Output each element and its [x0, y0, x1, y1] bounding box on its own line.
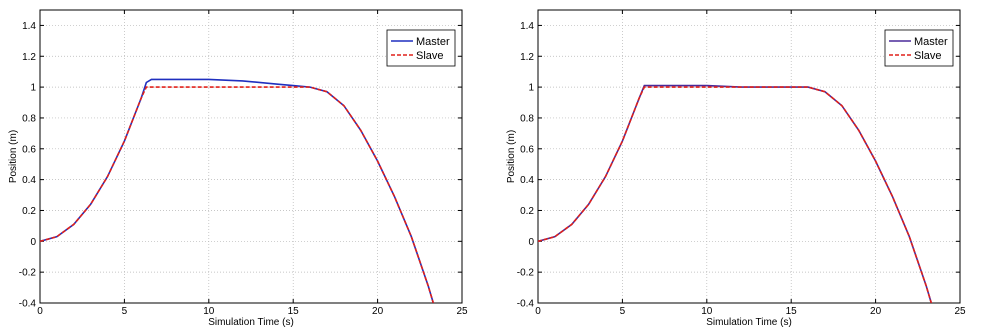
x-tick-label: 25 [456, 306, 468, 317]
x-tick-label: 10 [203, 306, 215, 317]
chart-panel-left: 0 5 10 15 20 25 -0.4 -0.2 0 0.2 0.4 0.6 0.8 1 1.2 1.4 Si… [8, 9, 468, 328]
series-line-slave [538, 86, 933, 303]
x-tick-label: 20 [372, 306, 384, 317]
legend-box [884, 29, 954, 67]
y-tick-label: 0 [30, 237, 36, 248]
series-line-slave [40, 86, 435, 303]
y-tick-label: 0.6 [520, 144, 534, 155]
legend-box [386, 29, 456, 67]
position-chart-left: 0 5 10 15 20 25 -0.4 -0.2 0 0.2 0.4 0.6 0.8 1 1.2 1.4 Si… [8, 9, 468, 328]
y-tick-label: 0.8 [22, 113, 36, 124]
x-axis-label: Simulation Time (s) [706, 317, 792, 328]
x-tick-label: 10 [701, 306, 713, 317]
y-tick-label: 0.2 [520, 206, 534, 217]
y-axis-label: Position (m) [8, 130, 19, 183]
y-tick-label: 1 [528, 83, 534, 94]
y-axis-label: Position (m) [506, 130, 517, 183]
legend: Master Slave [884, 29, 954, 67]
y-tick-label: 1.2 [22, 52, 36, 63]
y-tick-label: -0.4 [517, 299, 535, 310]
x-axis-label: Simulation Time (s) [208, 317, 294, 328]
axes-box [537, 9, 961, 304]
x-tick-label: 0 [535, 306, 541, 317]
y-tick-label: -0.2 [19, 268, 37, 279]
y-tick-label: 1.4 [22, 21, 36, 32]
y-tick-label: -0.2 [517, 268, 535, 279]
x-tick-label: 5 [620, 306, 626, 317]
legend-label-slave: Slave [416, 50, 444, 62]
axes-box [39, 9, 463, 304]
chart-panel-right: 0 5 10 15 20 25 -0.4 -0.2 0 0.2 0.4 0.6 0.8 1 1.2 1.4 Si… [498, 0, 996, 333]
x-tick-label: 15 [786, 306, 798, 317]
y-tick-label: 1 [30, 83, 36, 94]
x-tick-label: 0 [37, 306, 43, 317]
y-tick-label: 0.6 [22, 144, 36, 155]
x-tick-label: 20 [870, 306, 882, 317]
legend: Master Slave [386, 29, 456, 67]
legend-label-master: Master [416, 36, 450, 48]
x-tick-label: 5 [122, 306, 128, 317]
y-tick-label: 0.4 [22, 175, 36, 186]
x-tick-label: 25 [954, 306, 966, 317]
y-tick-label: 0.2 [22, 206, 36, 217]
y-tick-label: -0.4 [19, 299, 37, 310]
y-tick-label: 1.4 [520, 21, 534, 32]
y-tick-label: 0 [528, 237, 534, 248]
legend-label-slave: Slave [914, 50, 942, 62]
y-tick-label: 0.8 [520, 113, 534, 124]
legend-label-master: Master [914, 36, 948, 48]
y-tick-label: 0.4 [520, 175, 534, 186]
x-tick-label: 15 [288, 306, 300, 317]
y-tick-label: 1.2 [520, 52, 534, 63]
position-chart-right: 0 5 10 15 20 25 -0.4 -0.2 0 0.2 0.4 0.6 0.8 1 1.2 1.4 Si… [506, 9, 966, 328]
